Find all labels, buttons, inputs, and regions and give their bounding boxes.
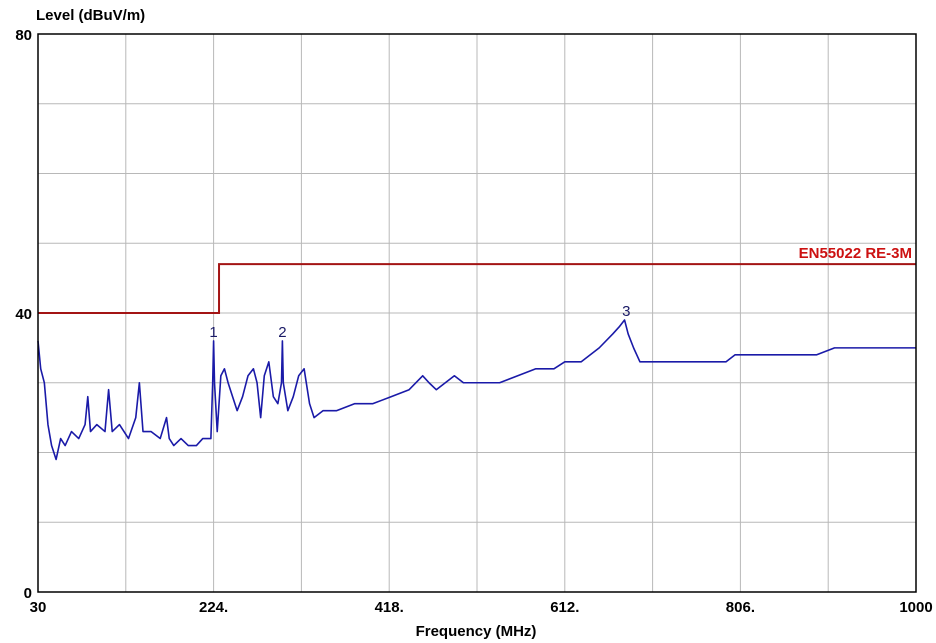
x-tick-label: 1000 — [899, 599, 932, 616]
peak-marker-label: 2 — [278, 324, 286, 341]
peak-marker-label: 3 — [622, 303, 630, 320]
x-tick-label: 806. — [726, 599, 755, 616]
x-tick-label: 30 — [30, 599, 47, 616]
x-tick-label: 418. — [375, 599, 404, 616]
series-group — [37, 319, 916, 461]
peak-marker-label: 1 — [209, 324, 217, 341]
y-axis-label: Level (dBuV/m) — [36, 7, 145, 24]
marker-group: 1 2 3 — [209, 303, 630, 341]
limit-line — [38, 263, 916, 314]
limit-line-label: EN55022 RE-3M — [799, 245, 912, 262]
tick-labels: 30 224. 418. 612. 806. 1000 0 40 80 — [15, 27, 932, 616]
limit-line-group: EN55022 RE-3M — [38, 245, 916, 314]
y-tick-label: 40 — [15, 306, 32, 323]
plot-frame — [37, 33, 917, 593]
series-line — [37, 319, 916, 461]
x-tick-label: 224. — [199, 599, 228, 616]
y-tick-label: 80 — [15, 27, 32, 44]
y-tick-label: 0 — [24, 585, 32, 602]
x-tick-label: 612. — [550, 599, 579, 616]
x-axis-label: Frequency (MHz) — [416, 623, 537, 640]
